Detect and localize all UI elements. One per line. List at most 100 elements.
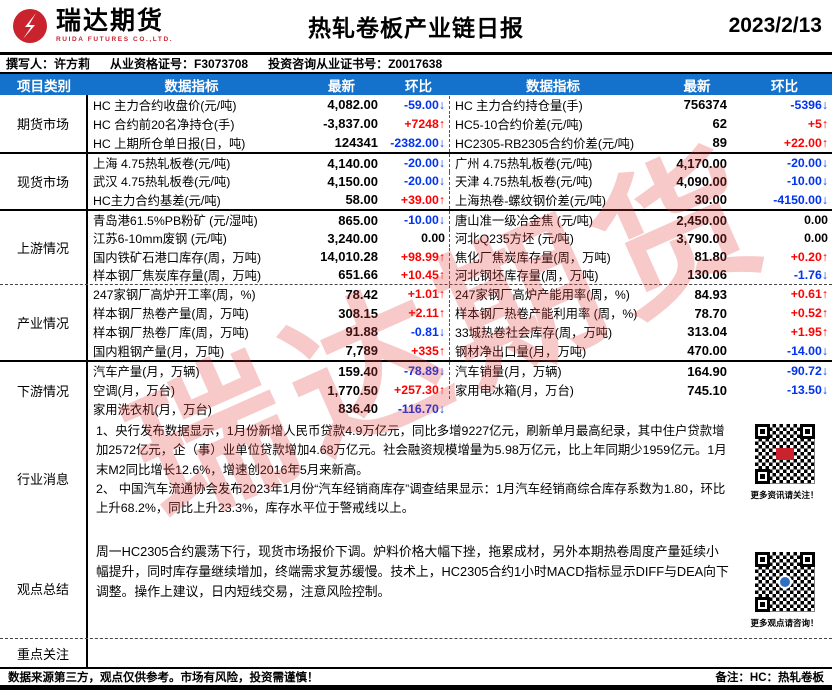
table-row: 国内铁矿石港口库存(周，万吨) 14,010.28 +98.99↑ 焦化厂焦炭库…: [88, 247, 832, 266]
qualification-no: 从业资格证号：F3073708: [110, 57, 249, 71]
indicator-value: 130.06: [687, 267, 727, 283]
indicator-value: 836.40: [338, 401, 378, 417]
indicator-value: 2,450.00: [676, 212, 727, 228]
qr-caption: 更多观点请咨询！: [750, 618, 819, 628]
indicator-change: -10.00↓: [786, 174, 828, 189]
indicator-value: 313.04: [687, 324, 727, 340]
table-row: 样本钢厂焦炭库存量(周，万吨) 651.66 +10.45↑ 河北钢坯库存量(周…: [88, 265, 832, 284]
indicator-change: -20.00↓: [403, 156, 445, 171]
indicator-value: 78.70: [694, 305, 727, 321]
qr-caption: 更多资讯请关注！: [750, 490, 819, 500]
section-opinion-summary: 观点总结 周一HC2305合约震荡下行，现货市场报价下调。炉料价格大幅下挫，拖累…: [0, 538, 832, 638]
indicator-value: 4,082.00: [327, 97, 378, 112]
indicator-label: 天津 4.75热轧板卷(元/吨): [449, 172, 657, 191]
indicator-label: 家用洗衣机(月，万台): [93, 402, 212, 417]
indicator-value: 745.10: [687, 382, 727, 398]
indicator-value: 124341: [334, 135, 378, 150]
indicator-label: 青岛港61.5%PB粉矿 (元/湿吨): [93, 214, 258, 229]
indicator-label: 钢材净出口量(月，万吨): [449, 341, 657, 360]
indicator-change: -1.76↓: [793, 267, 828, 282]
section-spot-market: 现货市场 上海 4.75热轧板卷(元/吨) 4,140.00 -20.00↓ 广…: [0, 152, 832, 209]
indicator-change: -5396↓: [790, 97, 828, 112]
indicator-change: -59.00↓: [403, 97, 445, 112]
indicator-value: 164.90: [687, 363, 727, 379]
table-row: 国内粗钢产量(月，万吨) 7,789 +335↑ 钢材净出口量(月，万吨) 47…: [88, 341, 832, 360]
indicator-label: 上海热卷-螺纹钢价差(元/吨): [449, 190, 657, 209]
indicator-change: -116.70↓: [397, 401, 445, 416]
key-focus-content: [88, 639, 832, 667]
summary-qr-block: 更多观点请咨询！: [737, 538, 832, 638]
news-content: 1、央行发布数据显示，1月份新增人民币贷款4.9万亿元，同比多增9227亿元，刷…: [88, 418, 737, 538]
indicator-change: 0.00: [804, 213, 828, 228]
indicator-label: HC 主力合约持仓量(手): [449, 95, 657, 114]
indicator-label: 33城热卷社会库存(周，万吨): [449, 322, 657, 341]
disclaimer-text: 数据来源第三方，观点仅供参考。市场有风险，投资需谨慎！: [8, 672, 319, 684]
table-row: 江苏6-10mm废钢 (元/吨) 3,240.00 0.00 河北Q235方坯 …: [88, 229, 832, 248]
indicator-value: 159.40: [338, 363, 378, 379]
col-change-left: 环比: [405, 78, 432, 94]
news-qr-block: 更多资讯请关注！: [737, 418, 832, 538]
table-row: 家用洗衣机(月，万台) 836.40 -116.70↓: [88, 399, 832, 418]
indicator-label: 样本钢厂焦炭库存量(周，万吨): [93, 268, 262, 283]
table-row: 样本钢厂热卷厂库(周，万吨) 91.88 -0.81↓ 33城热卷社会库存(周，…: [88, 322, 832, 342]
company-name-en: RUIDA FUTURES CO.,LTD.: [56, 35, 174, 43]
ruida-logo-icon: [13, 9, 47, 43]
page-title: 热轧卷板产业链日报: [308, 15, 524, 41]
indicator-label: 247家钢厂高炉产能用率(周，%): [449, 285, 657, 304]
indicator-value: 4,140.00: [327, 155, 378, 171]
col-latest-left: 最新: [328, 78, 355, 94]
table-row: 青岛港61.5%PB粉矿 (元/湿吨) 865.00 -10.00↓ 唐山准一级…: [88, 211, 832, 230]
table-row: HC 主力合约收盘价(元/吨) 4,082.00 -59.00↓ HC 主力合约…: [88, 95, 832, 114]
indicator-value: 4,090.00: [676, 173, 727, 189]
bottom-bar: [0, 685, 832, 690]
indicator-label: 247家钢厂高炉开工率(周，%): [93, 288, 256, 303]
company-logo: 瑞达期货 RUIDA FUTURES CO.,LTD.: [10, 6, 173, 46]
section-label: 产业情况: [0, 285, 88, 360]
indicator-label: 样本钢厂热卷厂库(周，万吨): [93, 325, 249, 340]
table-row: 样本钢厂热卷产量(周，万吨) 308.15 +2.11↑ 样本钢厂热卷产能利用率…: [88, 304, 832, 323]
section-industry-news: 行业消息 1、央行发布数据显示，1月份新增人民币贷款4.9万亿元，同比多增922…: [0, 418, 832, 538]
indicator-value: 62: [712, 116, 727, 131]
indicator-change: -13.50↓: [786, 383, 828, 397]
table-row: 247家钢厂高炉开工率(周，%) 78.42 +1.01↑ 247家钢厂高炉产能…: [88, 285, 832, 304]
indicator-label: 唐山准一级冶金焦 (元/吨): [449, 211, 657, 230]
indicator-label: HC5-10合约价差(元/吨): [449, 114, 657, 133]
indicator-change: +1.95↑: [790, 324, 828, 339]
indicator-change: -78.89↓: [403, 364, 445, 379]
section-upstream: 上游情况 青岛港61.5%PB粉矿 (元/湿吨) 865.00 -10.00↓ …: [0, 209, 832, 284]
indicator-value: 4,170.00: [676, 155, 727, 171]
news-paragraph: 1、央行发布数据显示，1月份新增人民币贷款4.9万亿元，同比多增9227亿元，刷…: [96, 424, 727, 477]
report-date: 2023/2/13: [728, 14, 822, 37]
section-label: 下游情况: [0, 362, 88, 418]
indicator-label: 国内铁矿石港口库存(周，万吨): [93, 250, 262, 265]
indicator-value: 84.93: [694, 286, 727, 302]
indicator-label: 江苏6-10mm废钢 (元/吨): [93, 232, 227, 247]
indicator-value: 865.00: [338, 212, 378, 228]
indicator-value: 30.00: [694, 192, 727, 208]
col-latest-right: 最新: [683, 78, 711, 94]
indicator-value: 756374: [683, 97, 727, 112]
section-label: 重点关注: [0, 639, 88, 667]
indicator-value: 4,150.00: [327, 173, 378, 189]
indicator-label: 上海 4.75热轧板卷(元/吨): [93, 157, 231, 172]
table-row: HC 合约前20名净持仓(手) -3,837.00 +7248↑ HC5-10合…: [88, 114, 832, 133]
indicator-change: +0.20↑: [790, 249, 828, 264]
qr-code-icon: [754, 552, 815, 612]
indicator-change: +22.00↑: [783, 135, 828, 150]
indicator-change: +2.11↑: [408, 306, 445, 321]
table-row: 汽车产量(月，万辆) 159.40 -78.89↓ 汽车销量(月，万辆) 164…: [88, 362, 832, 381]
indicator-value: 58.00: [345, 192, 378, 208]
indicator-value: 3,790.00: [676, 230, 727, 246]
indicator-label: HC 合约前20名净持仓(手): [93, 117, 235, 132]
indicator-label: HC 上期所仓单日报(日，吨): [93, 136, 246, 151]
indicator-label: HC 主力合约收盘价(元/吨): [93, 98, 237, 113]
indicator-label: 样本钢厂热卷产能利用率 (周，%): [449, 304, 657, 323]
indicator-change: +10.45↑: [400, 267, 445, 282]
indicator-change: +98.99↑: [400, 249, 445, 264]
indicator-value: 91.88: [345, 324, 378, 340]
section-label: 现货市场: [0, 154, 88, 209]
indicator-change: -90.72↓: [786, 364, 828, 379]
indicator-change: -0.81↓: [410, 324, 445, 339]
indicator-change: +335↑: [411, 343, 445, 358]
indicator-label: 焦化厂焦炭库存量(周，万吨): [449, 247, 657, 266]
